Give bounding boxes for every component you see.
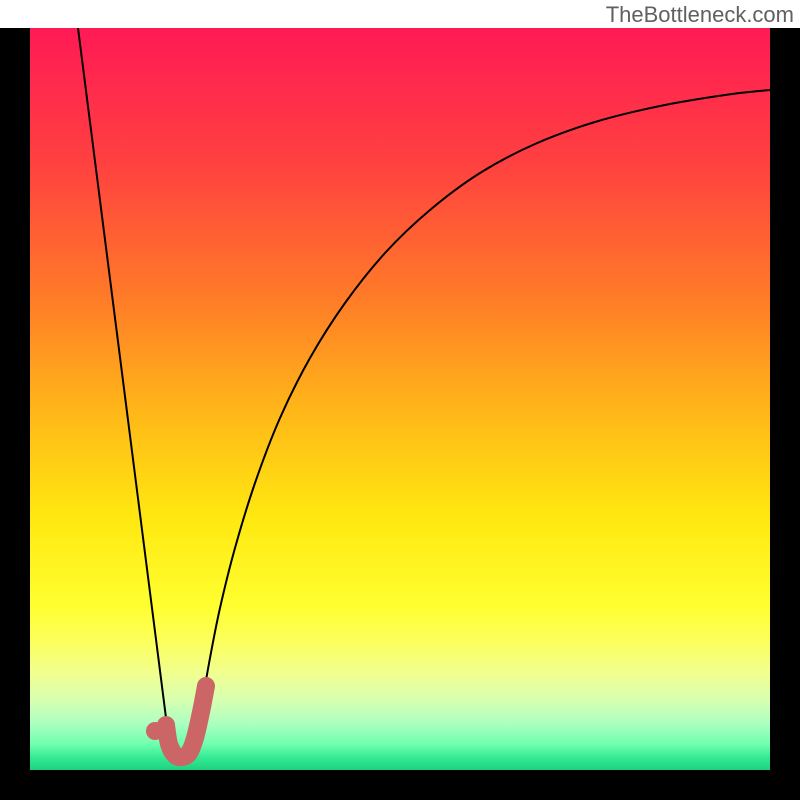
chart-frame: TheBottleneck.com: [0, 0, 800, 800]
watermark-text: TheBottleneck.com: [606, 2, 794, 28]
bottleneck-chart: [0, 0, 800, 800]
